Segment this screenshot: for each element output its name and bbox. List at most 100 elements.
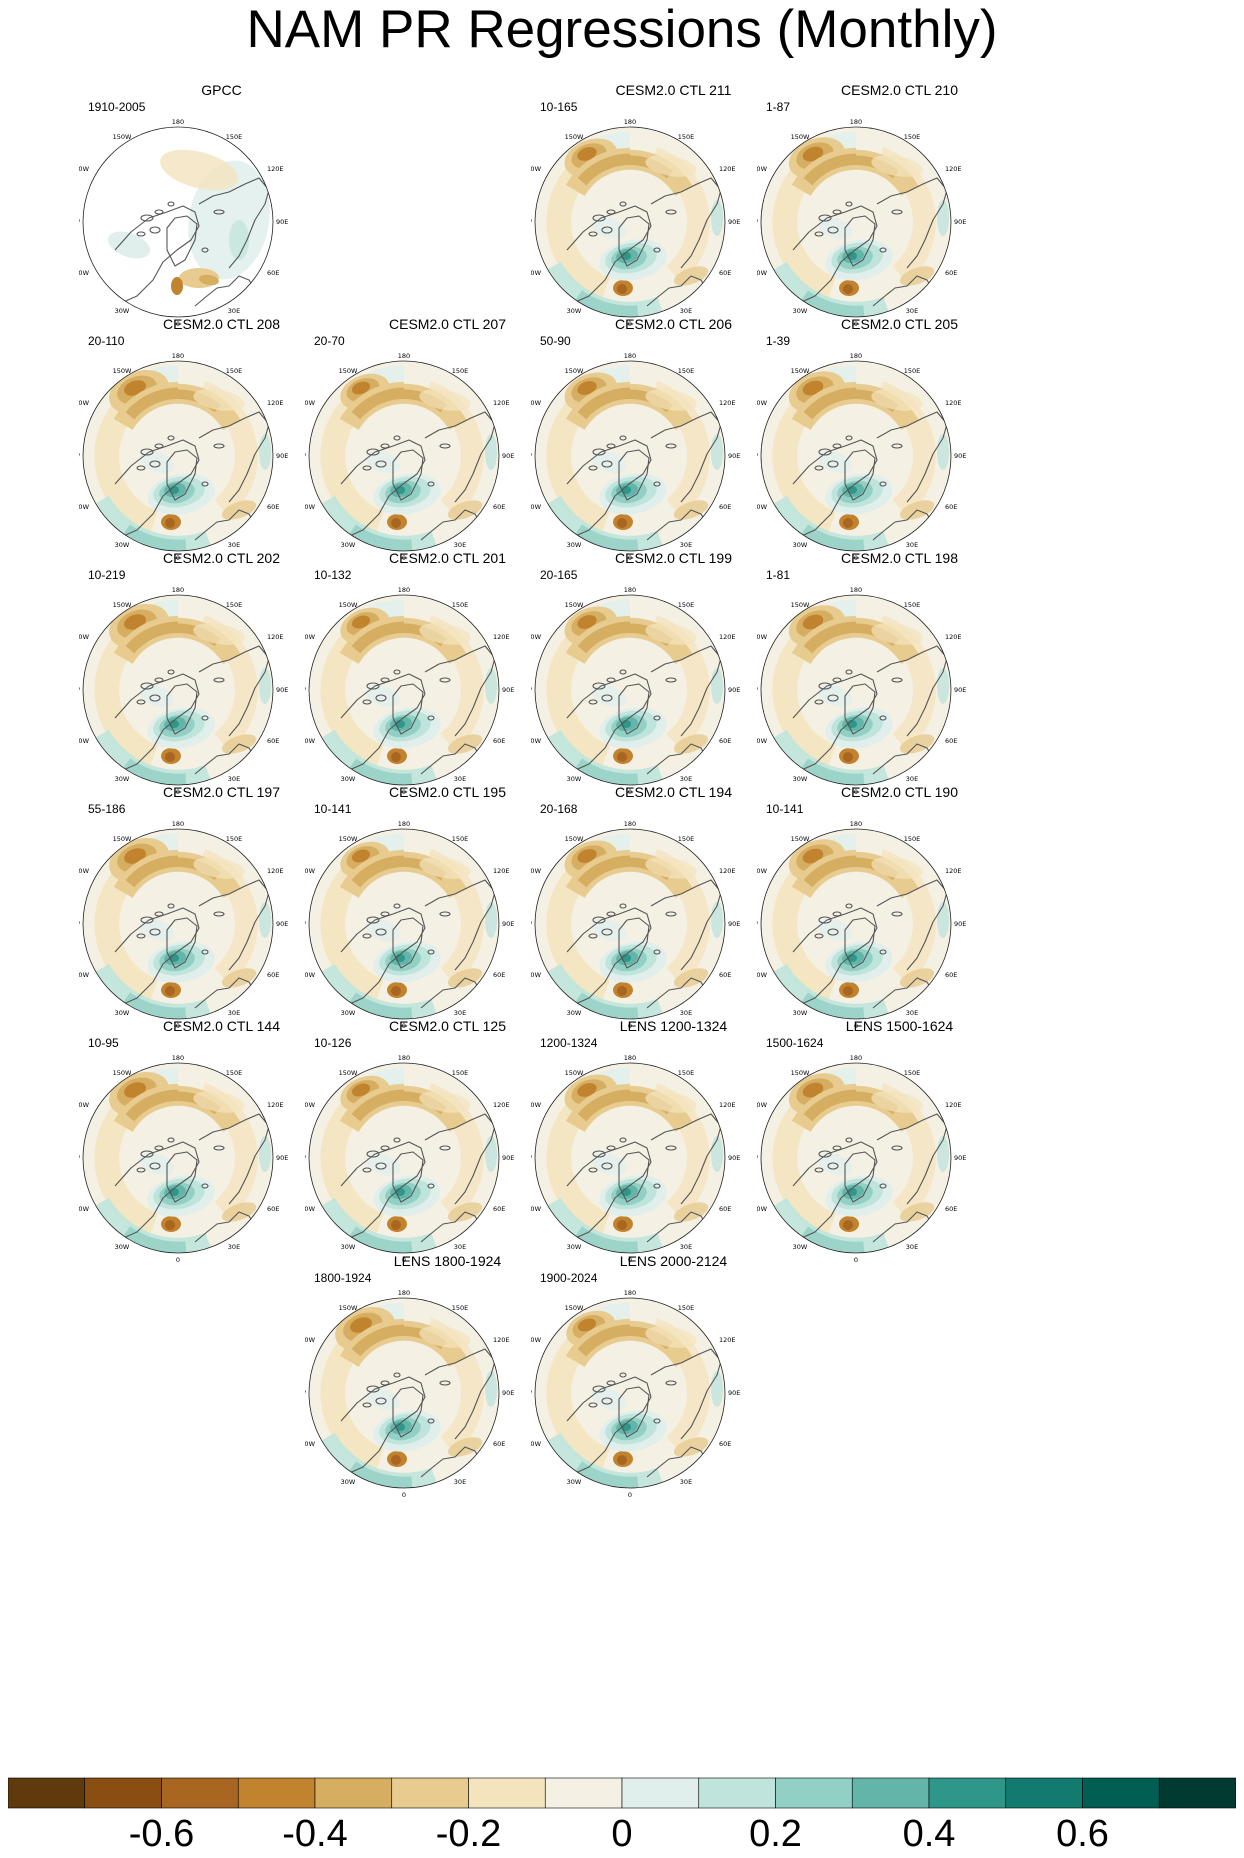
longitude-label: 60W xyxy=(757,737,768,745)
longitude-label: 90W xyxy=(305,686,307,694)
longitude-label: 150E xyxy=(904,1069,921,1077)
polar-stereographic-map: 180 150W 150E 120W 120E 90W 90E 60W 60E 30W 30E 0 xyxy=(757,586,966,796)
map-panel: 180150W150E120W120E90W90E60W60E30W30E0CE… xyxy=(757,316,1033,586)
precip-regression-field xyxy=(535,595,725,785)
panel-title: CESM2.0 CTL 205 xyxy=(841,316,958,332)
longitude-label: 150W xyxy=(339,835,358,843)
longitude-label: 150E xyxy=(678,835,695,843)
longitude-label: 120W xyxy=(757,399,768,407)
colorbar-swatch xyxy=(1158,1777,1237,1809)
longitude-label: 60E xyxy=(719,503,731,511)
longitude-label: 120E xyxy=(493,399,510,407)
longitude-label: 120E xyxy=(267,1101,284,1109)
longitude-label: 150E xyxy=(678,133,695,141)
panel-title: LENS 1200-1324 xyxy=(619,1018,728,1034)
longitude-label: 0 xyxy=(854,788,858,796)
longitude-label: 90W xyxy=(79,1154,81,1162)
panel-period: 1-87 xyxy=(766,100,791,114)
longitude-label: 150W xyxy=(565,1069,584,1077)
longitude-label: 180 xyxy=(624,586,636,594)
longitude-label: 120W xyxy=(531,399,542,407)
longitude-label: 90E xyxy=(954,1154,966,1162)
longitude-label: 120W xyxy=(531,1336,542,1344)
longitude-label: 60E xyxy=(493,737,505,745)
longitude-label: 90E xyxy=(954,686,966,694)
map-boundary xyxy=(534,594,726,786)
panel-title: CESM2.0 CTL 208 xyxy=(163,316,280,332)
longitude-label: 180 xyxy=(624,352,636,360)
longitude-label: 0 xyxy=(628,554,632,562)
longitude-label: 90W xyxy=(305,1154,307,1162)
longitude-label: 60E xyxy=(719,971,731,979)
map-panel: 180150W150E120W120E90W90E60W60E30W30E0CE… xyxy=(757,550,1033,820)
precip-regression-field xyxy=(309,829,499,1019)
longitude-label: 60W xyxy=(531,971,542,979)
panel-period: 10-219 xyxy=(88,568,126,582)
longitude-label: 150E xyxy=(226,1069,243,1077)
longitude-label: 150E xyxy=(678,1304,695,1312)
colorbar-swatch xyxy=(84,1777,162,1809)
map-boundary xyxy=(82,828,274,1020)
panel-title: LENS 2000-2124 xyxy=(619,1253,728,1269)
longitude-label: 150W xyxy=(791,601,810,609)
longitude-label: 120E xyxy=(493,867,510,875)
longitude-label: 120W xyxy=(531,867,542,875)
longitude-label: 150W xyxy=(113,367,132,375)
longitude-label: 90W xyxy=(531,452,533,460)
map-panel: 180150W150E120W120E90W90E60W60E30W30E0CE… xyxy=(305,784,581,1054)
longitude-label: 120E xyxy=(719,399,736,407)
colorbar-swatch xyxy=(698,1777,776,1809)
map-boundary xyxy=(534,1062,726,1254)
panel-period: 1910-2005 xyxy=(88,100,146,114)
panel-period: 1200-1324 xyxy=(540,1036,598,1050)
longitude-label: 0 xyxy=(628,1022,632,1030)
longitude-label: 90W xyxy=(757,686,759,694)
colorbar-swatch xyxy=(775,1777,853,1809)
longitude-label: 150W xyxy=(565,133,584,141)
map-boundary xyxy=(760,360,952,552)
colorbar-swatch xyxy=(314,1777,393,1809)
polar-stereographic-map: 180 150W 150E 120W 120E 90W 90E 60W 60E 30W 30E 0 xyxy=(79,1054,288,1264)
panel-title: CESM2.0 CTL 199 xyxy=(615,550,732,566)
longitude-label: 60W xyxy=(305,503,316,511)
longitude-label: 120E xyxy=(267,399,284,407)
colorbar-swatch xyxy=(1005,1777,1083,1809)
longitude-label: 30E xyxy=(228,541,240,549)
map-boundary xyxy=(760,126,952,318)
longitude-label: 60E xyxy=(719,737,731,745)
longitude-label: 120W xyxy=(305,1101,316,1109)
longitude-label: 0 xyxy=(628,320,632,328)
longitude-label: 60E xyxy=(267,503,279,511)
map-panel: 180150W150E120W120E90W90E60W60E30W30E0CE… xyxy=(757,784,1033,1054)
colorbar xyxy=(7,1777,1237,1809)
longitude-label: 30W xyxy=(341,1243,356,1251)
colorbar-tick-label: -0.2 xyxy=(435,1813,502,1855)
longitude-label: 150W xyxy=(791,1069,810,1077)
map-panel: 180150W150E120W120E90W90E60W60E30W30E0LE… xyxy=(531,1018,807,1288)
longitude-label: 0 xyxy=(854,1256,858,1264)
longitude-label: 30W xyxy=(341,1478,356,1486)
precip-regression-field xyxy=(83,595,273,785)
colorbar-swatch xyxy=(851,1777,930,1809)
precip-regression-field xyxy=(761,127,951,317)
longitude-label: 150E xyxy=(904,367,921,375)
polar-stereographic-map: 180 150W 150E 120W 120E 90W 90E 60W 60E 30W 30E 0 xyxy=(531,118,740,328)
map-panel: 180150W150E120W120E90W90E60W60E30W30E0CE… xyxy=(531,784,807,1054)
longitude-label: 30E xyxy=(906,775,918,783)
map-boundary xyxy=(534,828,726,1020)
longitude-label: 90E xyxy=(502,686,514,694)
colorbar-tick-label: -0.6 xyxy=(128,1813,195,1855)
longitude-label: 150E xyxy=(226,601,243,609)
longitude-label: 60E xyxy=(493,503,505,511)
longitude-label: 0 xyxy=(176,788,180,796)
longitude-label: 120E xyxy=(267,165,284,173)
longitude-label: 0 xyxy=(402,1022,406,1030)
panel-period: 10-95 xyxy=(88,1036,119,1050)
longitude-label: 150W xyxy=(565,1304,584,1312)
panel-period: 1-39 xyxy=(766,334,791,348)
precip-regression-field xyxy=(309,1298,499,1488)
longitude-label: 60E xyxy=(945,269,957,277)
longitude-label: 60E xyxy=(945,1205,957,1213)
longitude-label: 30E xyxy=(228,307,240,315)
colorbar-swatch xyxy=(928,1777,1007,1809)
